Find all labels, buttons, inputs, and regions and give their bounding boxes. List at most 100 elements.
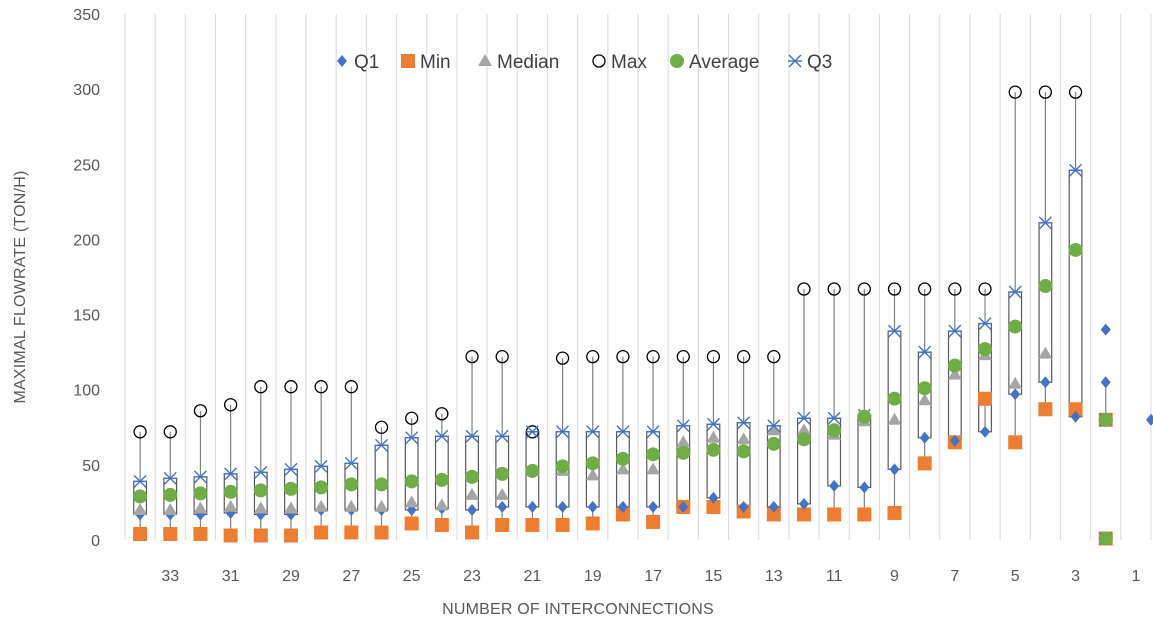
q3-point [585, 425, 600, 439]
q3-point [434, 429, 449, 443]
median-point [253, 501, 268, 514]
y-tick-label: 150 [73, 308, 100, 325]
max-point [435, 407, 449, 421]
max-point [948, 282, 962, 296]
average-point [1098, 531, 1113, 546]
q3-point [404, 431, 419, 445]
average-point [585, 456, 600, 471]
q3-point [887, 324, 902, 338]
q3-point [344, 456, 359, 470]
average-point [1008, 319, 1023, 334]
x-tick-label: 27 [342, 568, 360, 585]
median-point [223, 499, 238, 512]
star-stroke [254, 465, 268, 479]
box [1068, 169, 1083, 418]
legend-item-max: Max [592, 52, 647, 73]
average-point [163, 487, 178, 502]
legend-label: Max [611, 52, 647, 73]
q3-point [615, 425, 630, 439]
average-point [1098, 412, 1113, 427]
y-tick-label: 200 [73, 232, 100, 249]
x-tick-label: 31 [222, 568, 240, 585]
legend: Q1 Min Median Max Average Q3 [337, 52, 832, 73]
q3-point [314, 459, 329, 473]
star-stroke [133, 474, 147, 488]
max-point [736, 350, 751, 364]
star-stroke [284, 462, 298, 476]
max-point [797, 282, 811, 296]
max-point [887, 282, 902, 296]
q1-point [708, 491, 719, 504]
star-stroke [586, 425, 600, 439]
min-point [585, 516, 600, 531]
average-point [193, 486, 208, 501]
max-point [1038, 85, 1053, 99]
q1-point [859, 481, 870, 494]
median-point [133, 502, 148, 515]
q1-point [467, 503, 478, 516]
q1-point [1070, 410, 1081, 423]
min-point [283, 528, 298, 543]
min-point [495, 517, 510, 532]
q1-point [949, 434, 960, 447]
min-point [857, 507, 872, 522]
q1-point [678, 500, 689, 513]
star-stroke [193, 470, 207, 484]
x-tick-label: 7 [950, 568, 959, 585]
median-point [585, 468, 600, 481]
average-point [1038, 279, 1053, 294]
x-tick-label: 19 [584, 568, 602, 585]
median-point [495, 487, 510, 500]
q1-point [527, 500, 538, 513]
max-point [193, 404, 208, 418]
max-point [586, 350, 600, 364]
min-point [344, 525, 359, 540]
median-point [1008, 376, 1023, 389]
max-point [133, 425, 147, 439]
average-point [404, 474, 419, 489]
average-point [887, 391, 902, 406]
x-tick-label: 21 [523, 568, 541, 585]
min-point [1008, 435, 1023, 450]
average-point [978, 342, 993, 357]
median-point [374, 499, 389, 512]
average-point [314, 480, 329, 495]
star-stroke [556, 425, 570, 439]
x-axis-title: NUMBER OF INTERCONNECTIONS [442, 601, 714, 618]
average-point [736, 444, 751, 459]
star-stroke [948, 324, 962, 338]
x-tick-label: 17 [644, 568, 662, 585]
x-tick-label: 1 [1131, 568, 1140, 585]
max-point [1068, 85, 1083, 99]
x-tick-label: 3 [1071, 568, 1080, 585]
max-point [767, 350, 781, 364]
q1-point [919, 431, 930, 444]
star-stroke [465, 429, 479, 443]
average-point [555, 459, 570, 474]
average-point [615, 451, 630, 466]
max-point [978, 282, 992, 296]
q3-point [555, 425, 570, 439]
legend-label: Min [420, 52, 451, 73]
y-tick-label: 250 [73, 157, 100, 174]
min-point [706, 499, 721, 514]
max-point [284, 380, 298, 394]
q3-point [163, 471, 178, 485]
average-point [223, 484, 238, 499]
q3-point [253, 465, 268, 479]
star-stroke [495, 429, 509, 443]
max-point [857, 282, 871, 296]
q3-point [1038, 216, 1053, 230]
average-point [133, 489, 148, 504]
min-point [525, 517, 540, 532]
q3-point [223, 467, 238, 481]
median-point [434, 498, 449, 511]
q3-point [706, 417, 721, 431]
min-point [766, 507, 781, 522]
y-tick-label: 100 [73, 383, 100, 400]
star-stroke [978, 317, 992, 331]
q1-point [1010, 388, 1021, 401]
star-stroke [888, 324, 901, 338]
max-point [374, 420, 389, 434]
q1-point [1040, 376, 1051, 389]
